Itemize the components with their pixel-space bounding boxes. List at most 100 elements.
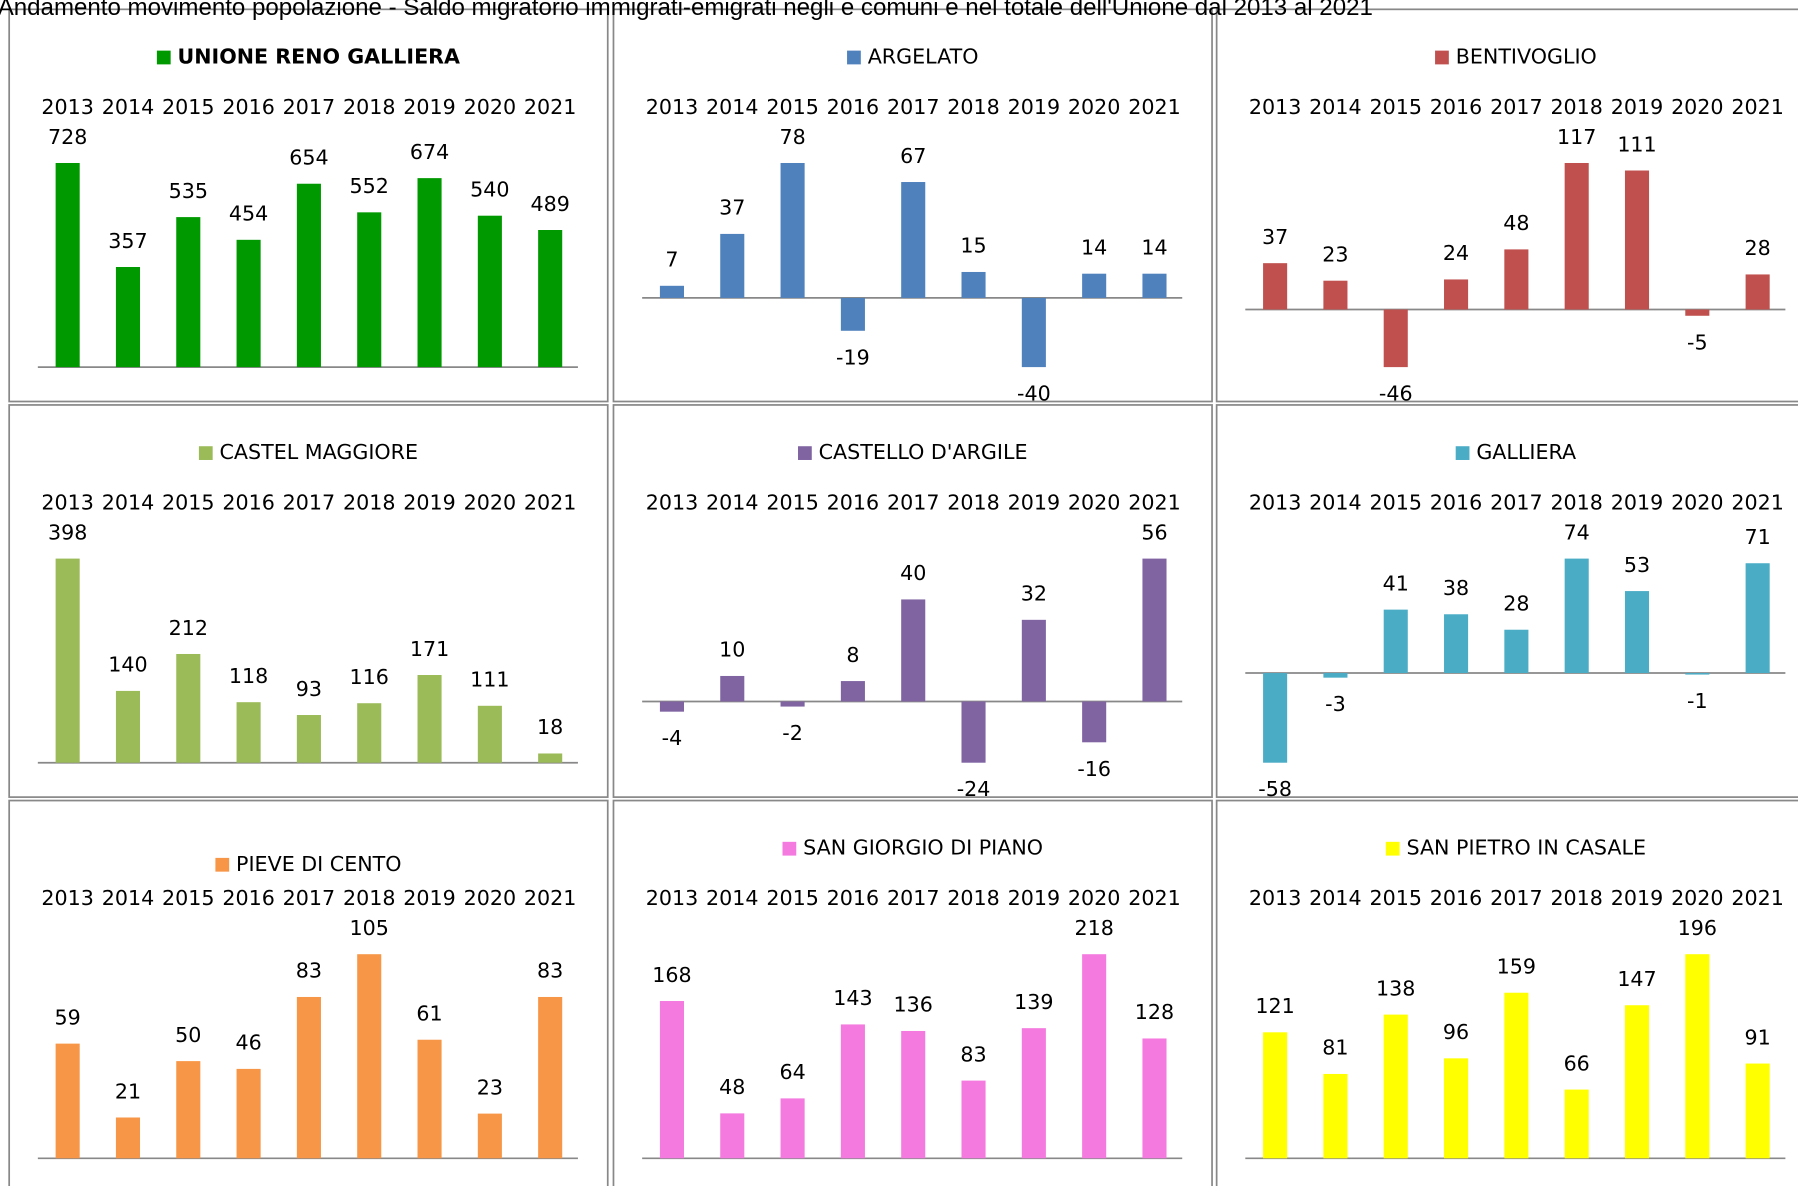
- bar: [477, 705, 502, 763]
- data-label: 121: [1255, 994, 1294, 1018]
- data-label: 159: [1497, 955, 1536, 979]
- data-label: -4: [662, 726, 683, 750]
- bar: [1444, 279, 1469, 310]
- x-tick-label: 2013: [1249, 886, 1301, 910]
- panel-border: [1215, 8, 1798, 403]
- legend: GALLIERA: [1455, 440, 1576, 464]
- data-label: 136: [894, 993, 933, 1017]
- x-tick-label: 2020: [1671, 886, 1723, 910]
- data-label: 111: [470, 668, 509, 692]
- bar: [1685, 309, 1710, 316]
- bar: [1624, 591, 1650, 674]
- x-tick-label: 2015: [1369, 886, 1422, 910]
- data-label: 14: [1081, 235, 1107, 259]
- x-tick-label: 2016: [222, 886, 275, 910]
- data-label: 78: [779, 125, 805, 149]
- data-label: 116: [350, 665, 389, 689]
- data-label: 654: [289, 146, 328, 170]
- data-label: -16: [1077, 757, 1111, 781]
- data-label: 38: [1443, 576, 1469, 600]
- data-label: 138: [1376, 976, 1415, 1000]
- bar: [55, 162, 80, 368]
- data-label: 37: [719, 196, 745, 220]
- legend: BENTIVOGLIO: [1435, 44, 1597, 68]
- bar: [1564, 162, 1589, 310]
- bar: [659, 1001, 684, 1159]
- legend-swatch: [798, 446, 812, 460]
- data-label: 61: [416, 1002, 442, 1026]
- data-label: 111: [1617, 132, 1656, 156]
- data-label: 454: [229, 202, 268, 226]
- data-label: 540: [470, 177, 509, 201]
- data-label: 64: [779, 1060, 805, 1084]
- legend-swatch: [1455, 446, 1470, 460]
- chart-panel: ARGELATO 2013 2014 2015 2016 2017 2018 2019 2020…: [612, 8, 1213, 406]
- x-tick-label: 2021: [1731, 95, 1783, 119]
- bar: [1624, 1005, 1650, 1159]
- x-tick-label: 2021: [1731, 491, 1783, 515]
- x-tick-label: 2021: [524, 886, 577, 910]
- bar: [901, 182, 926, 298]
- bar: [1745, 563, 1770, 674]
- data-label: 23: [1322, 242, 1348, 266]
- data-label: 8: [846, 643, 859, 667]
- bar: [296, 996, 321, 1159]
- panel-border: [1215, 404, 1798, 798]
- x-tick-label: 2017: [283, 491, 336, 515]
- x-tick-label: 2014: [102, 491, 155, 515]
- data-label: 196: [1678, 916, 1717, 940]
- data-label: 67: [900, 144, 926, 168]
- bar: [1564, 1089, 1589, 1159]
- data-label: 117: [1557, 125, 1596, 149]
- x-tick-label: 2013: [1249, 95, 1301, 119]
- legend: SAN GIORGIO DI PIANO: [782, 836, 1043, 860]
- data-label: 48: [1503, 211, 1529, 235]
- x-tick-label: 2015: [162, 886, 215, 910]
- x-tick-label: 2015: [766, 886, 819, 910]
- bar: [176, 217, 201, 368]
- x-tick-label: 2020: [464, 886, 517, 910]
- bar: [659, 285, 684, 298]
- legend: SAN PIETRO IN CASALE: [1385, 836, 1646, 860]
- bar: [961, 701, 986, 763]
- x-tick-label: 2021: [1128, 886, 1181, 910]
- data-label: 171: [410, 637, 449, 661]
- x-tick-label: 2017: [887, 95, 939, 119]
- x-tick-label: 2021: [524, 491, 577, 515]
- bar: [1323, 673, 1348, 678]
- bar: [1383, 309, 1408, 368]
- x-tick-label: 2013: [41, 95, 94, 119]
- legend-label: GALLIERA: [1476, 440, 1576, 464]
- bar: [961, 271, 986, 298]
- bar: [840, 1024, 865, 1159]
- x-tick-label: 2014: [1309, 491, 1362, 515]
- data-label: 83: [537, 959, 563, 983]
- data-label: 398: [48, 520, 87, 544]
- legend-swatch: [156, 50, 171, 65]
- x-tick-label: 2013: [646, 886, 698, 910]
- data-label: 674: [410, 140, 449, 164]
- bar: [417, 675, 442, 763]
- data-label: -2: [782, 721, 803, 745]
- bar: [538, 230, 563, 368]
- data-label: 96: [1443, 1020, 1469, 1044]
- data-label: -1: [1687, 689, 1708, 713]
- x-tick-label: 2020: [464, 95, 517, 119]
- bar: [1021, 619, 1046, 702]
- x-tick-label: 2020: [1671, 95, 1723, 119]
- data-label: 552: [350, 174, 389, 198]
- bar: [1142, 273, 1167, 298]
- bar: [1263, 673, 1288, 763]
- x-tick-label: 2019: [1611, 886, 1664, 910]
- data-label: 489: [530, 192, 569, 216]
- x-tick-label: 2021: [524, 95, 577, 119]
- x-tick-label: 2019: [1611, 491, 1664, 515]
- x-tick-label: 2020: [1671, 491, 1723, 515]
- data-label: 32: [1021, 582, 1047, 606]
- bar: [780, 1098, 805, 1159]
- x-tick-label: 2015: [162, 95, 215, 119]
- data-label: 66: [1564, 1051, 1590, 1075]
- bar: [417, 1039, 442, 1159]
- x-tick-label: 2014: [706, 886, 759, 910]
